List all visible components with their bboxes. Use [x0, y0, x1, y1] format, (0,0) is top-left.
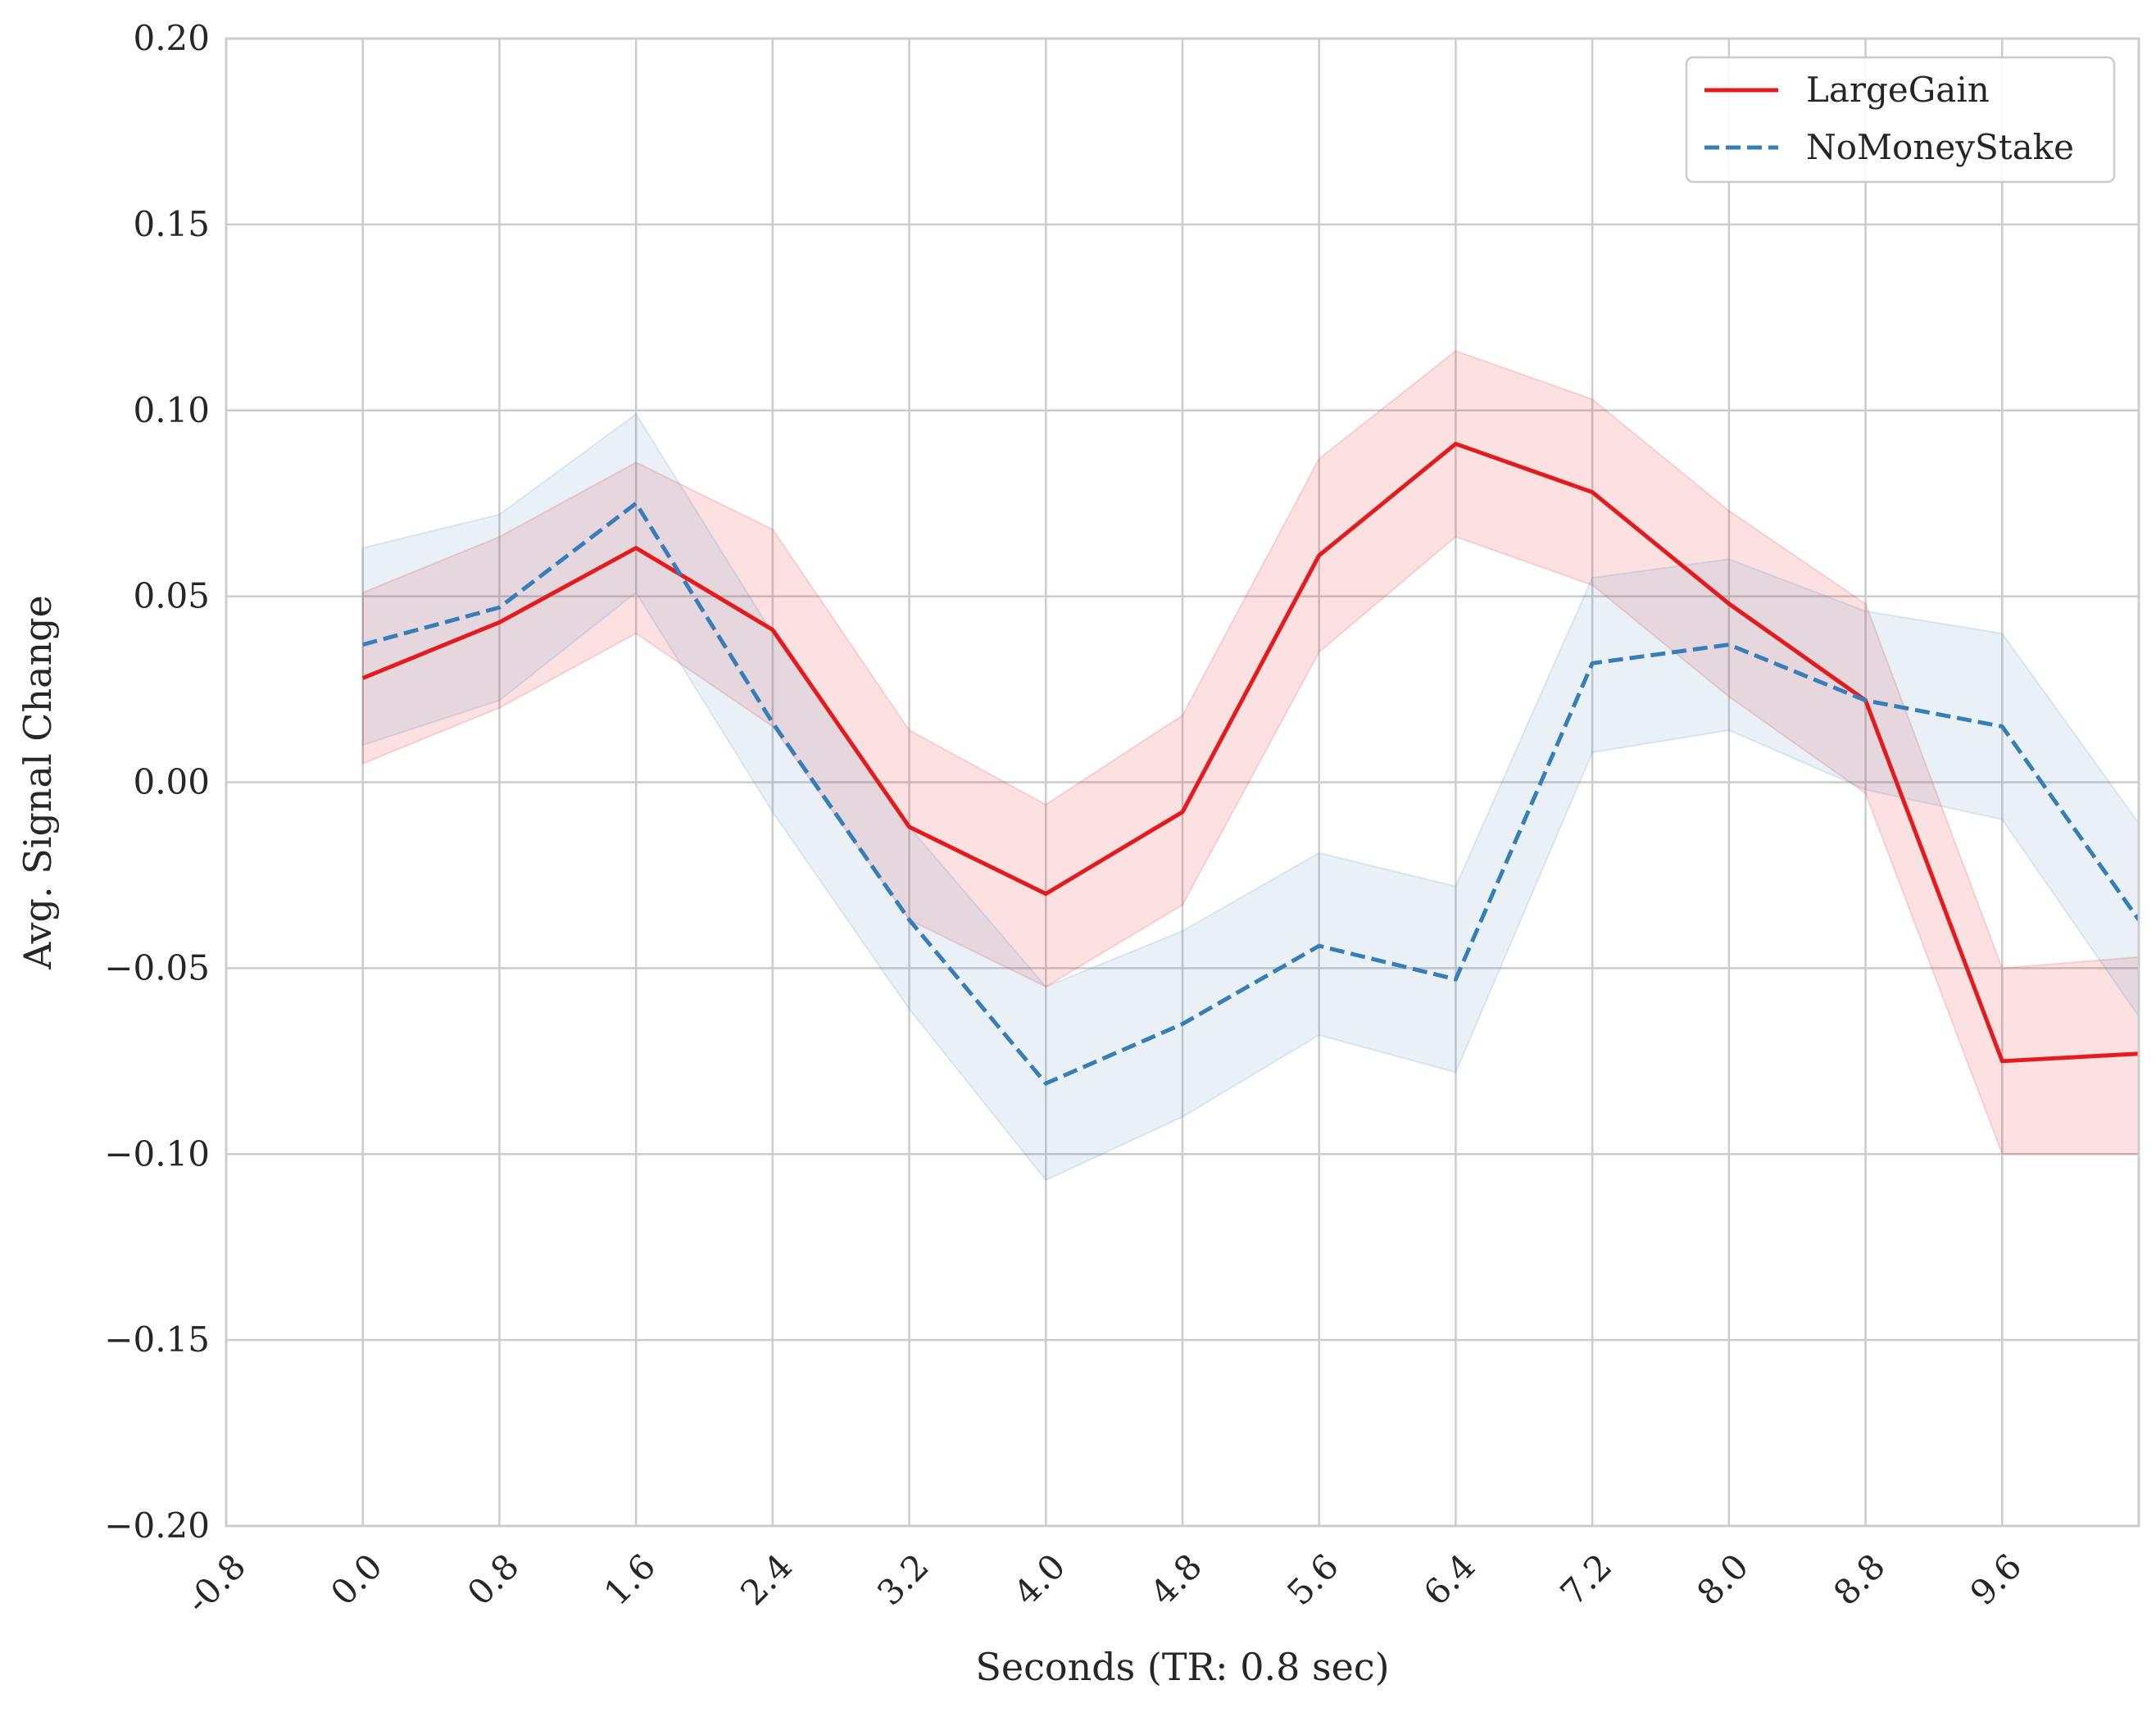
y-tick-label: 0.10 — [133, 390, 210, 430]
y-axis-title: Avg. Signal Change — [16, 595, 60, 970]
legend: LargeGain NoMoneyStake — [1685, 56, 2116, 184]
y-tick-label: −0.20 — [104, 1505, 210, 1546]
legend-label-largegain: LargeGain — [1806, 70, 1990, 110]
series-line-largegain — [361, 442, 2139, 1064]
y-tick-label: 0.15 — [133, 204, 210, 244]
y-tick-label: −0.05 — [104, 947, 210, 988]
y-tick-label: 0.05 — [133, 576, 210, 616]
x-axis-title: Seconds (TR: 0.8 sec) — [975, 1645, 1389, 1689]
y-tick-labels: −0.20 −0.15 −0.10 −0.05 0.00 0.05 0.10 0.15 0.20 — [104, 18, 210, 1546]
legend-box — [1685, 56, 2116, 184]
y-tick-label: 0.00 — [133, 762, 210, 802]
y-tick-label: −0.10 — [104, 1133, 210, 1174]
legend-label-nomoneystake: NoMoneyStake — [1806, 127, 2074, 167]
y-tick-label: 0.20 — [133, 18, 210, 58]
plot-frame — [225, 37, 2140, 1528]
series-line-nomoneystake — [362, 501, 2139, 1086]
series-line-layer — [361, 442, 2139, 1086]
y-tick-label: −0.15 — [104, 1319, 210, 1360]
confidence-band-nomoneystake — [361, 412, 2139, 1182]
